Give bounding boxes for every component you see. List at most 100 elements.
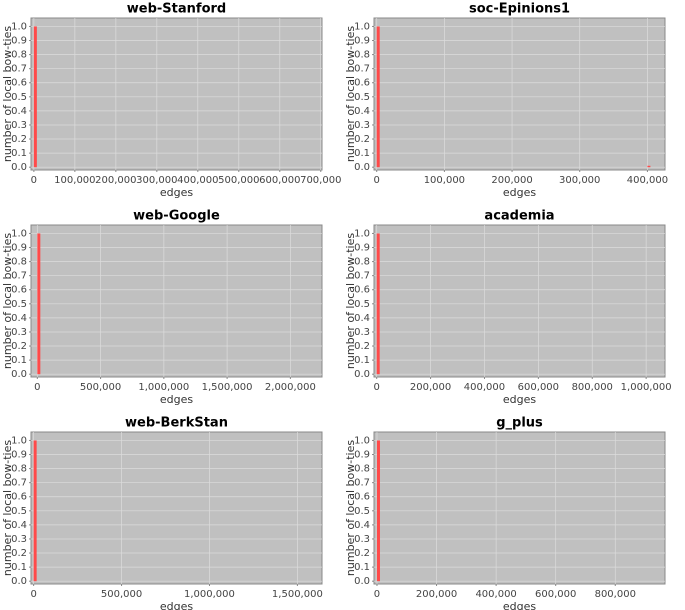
x-tick-label: 800,000 <box>572 382 613 393</box>
x-axis-label: edges <box>160 393 194 406</box>
y-tick-label: 0.9 <box>11 243 27 254</box>
x-tick-label: 1,000,000 <box>621 382 672 393</box>
y-tick-label: 0.2 <box>11 341 27 352</box>
x-tick-label: 500,000 <box>101 589 142 600</box>
y-tick-label: 0.8 <box>354 464 370 475</box>
y-tick-label: 0.9 <box>354 450 370 461</box>
y-tick-label: 0.1 <box>354 562 370 573</box>
y-tick-label: 0.4 <box>11 313 27 324</box>
x-axis-label: edges <box>503 393 537 406</box>
panel: web-Google 0.0 0.1 0.2 0.3 0.4 0.5 0.6 0.7 0.8 0.9… <box>1 209 323 406</box>
bar <box>33 26 37 168</box>
y-tick-label: 0.8 <box>11 464 27 475</box>
y-tick-label: 0.7 <box>354 271 370 282</box>
y-tick-label: 0.0 <box>11 369 27 380</box>
y-tick-label: 0.2 <box>11 134 27 145</box>
y-tick-label: 0.7 <box>11 64 27 75</box>
x-tick-label: 0 <box>374 175 380 186</box>
y-tick-label: 0.7 <box>11 478 27 489</box>
panel: g_plus 0.0 0.1 0.2 0.3 0.4 0.5 0.6 0.7 0.8 0.9 1.0 0… <box>344 416 666 610</box>
y-tick-label: 0.5 <box>354 92 370 103</box>
chart-title: web-Stanford <box>127 2 226 17</box>
y-axis-label: number of local bow-ties <box>344 440 357 576</box>
x-tick-label: 0 <box>31 175 37 186</box>
y-tick-label: 0.7 <box>11 271 27 282</box>
y-axis-label: number of local bow-ties <box>1 233 14 369</box>
y-tick-label: 0.6 <box>354 78 370 89</box>
y-tick-label: 0.9 <box>354 36 370 47</box>
x-tick-label: 600,000 <box>259 175 300 186</box>
y-tick-label: 0.4 <box>11 520 27 531</box>
y-tick-label: 0.4 <box>354 313 370 324</box>
x-tick-label: 0 <box>374 589 380 600</box>
bar <box>37 233 41 375</box>
y-axis-label: number of local bow-ties <box>344 26 357 162</box>
chart-title: soc-Epinions1 <box>469 2 570 17</box>
y-axis-label: number of local bow-ties <box>1 440 14 576</box>
y-axis-label: number of local bow-ties <box>1 26 14 162</box>
y-tick-label: 0.0 <box>354 162 370 173</box>
y-tick-label: 0.6 <box>11 78 27 89</box>
x-tick-label: 600,000 <box>535 589 576 600</box>
y-tick-label: 0.1 <box>11 148 27 159</box>
panel: academia 0.0 0.1 0.2 0.3 0.4 0.5 0.6 0.7 0.8 0.9 1.… <box>344 209 672 407</box>
y-tick-label: 0.2 <box>11 548 27 559</box>
panel: web-Stanford 0.0 0.1 0.2 0.3 0.4 0.5 0.6 0.7 0.8 0… <box>1 2 341 200</box>
plot-area <box>30 17 323 171</box>
x-tick-label: 700,000 <box>300 175 341 186</box>
bar <box>647 165 651 168</box>
y-tick-label: 0.5 <box>11 92 27 103</box>
y-axis-label: number of local bow-ties <box>344 233 357 369</box>
x-axis-label: edges <box>160 600 194 610</box>
x-tick-label: 400,000 <box>177 175 218 186</box>
x-tick-label: 800,000 <box>595 589 636 600</box>
x-axis-label: edges <box>503 600 537 610</box>
x-tick-label: 1,000,000 <box>138 382 189 393</box>
y-tick-label: 0.3 <box>11 534 27 545</box>
y-tick-label: 0.1 <box>354 148 370 159</box>
plot-area <box>373 224 666 378</box>
y-tick-label: 0.3 <box>11 120 27 131</box>
y-tick-label: 1.0 <box>11 21 27 32</box>
y-tick-label: 0.0 <box>11 576 27 587</box>
y-tick-label: 0.5 <box>354 506 370 517</box>
x-tick-label: 2,000,000 <box>265 382 316 393</box>
x-tick-label: 400,000 <box>464 382 505 393</box>
x-tick-label: 300,000 <box>136 175 177 186</box>
chart-title: academia <box>484 209 554 224</box>
plot-area <box>30 431 323 585</box>
y-tick-label: 0.6 <box>354 285 370 296</box>
y-tick-label: 0.3 <box>354 120 370 131</box>
x-tick-label: 600,000 <box>518 382 559 393</box>
x-tick-label: 500,000 <box>80 382 121 393</box>
y-tick-label: 0.2 <box>354 341 370 352</box>
y-tick-label: 0.9 <box>11 36 27 47</box>
y-tick-label: 0.0 <box>11 162 27 173</box>
x-tick-label: 200,000 <box>95 175 136 186</box>
y-tick-label: 0.2 <box>354 134 370 145</box>
y-tick-label: 0.8 <box>354 257 370 268</box>
bar <box>33 440 37 582</box>
x-tick-label: 1,500,000 <box>272 589 323 600</box>
y-tick-label: 0.9 <box>11 450 27 461</box>
y-tick-label: 1.0 <box>354 228 370 239</box>
y-tick-label: 1.0 <box>354 21 370 32</box>
y-tick-label: 0.8 <box>354 50 370 61</box>
x-tick-label: 100,000 <box>424 175 465 186</box>
x-tick-label: 500,000 <box>218 175 259 186</box>
x-tick-label: 200,000 <box>416 589 457 600</box>
x-tick-label: 0 <box>30 589 36 600</box>
y-tick-label: 0.3 <box>354 327 370 338</box>
x-tick-label: 400,000 <box>627 175 668 186</box>
y-tick-label: 0.1 <box>11 355 27 366</box>
chart-title: web-Google <box>133 209 220 224</box>
bar <box>376 26 380 168</box>
bar <box>376 233 380 375</box>
y-tick-label: 0.6 <box>354 492 370 503</box>
chart-title: g_plus <box>496 416 543 431</box>
x-tick-label: 0 <box>374 382 380 393</box>
panel: soc-Epinions1 0.0 0.1 0.2 0.3 0.4 0.5 0.6 0.7 0.8… <box>344 2 668 200</box>
chart-title: web-BerkStan <box>125 416 228 431</box>
